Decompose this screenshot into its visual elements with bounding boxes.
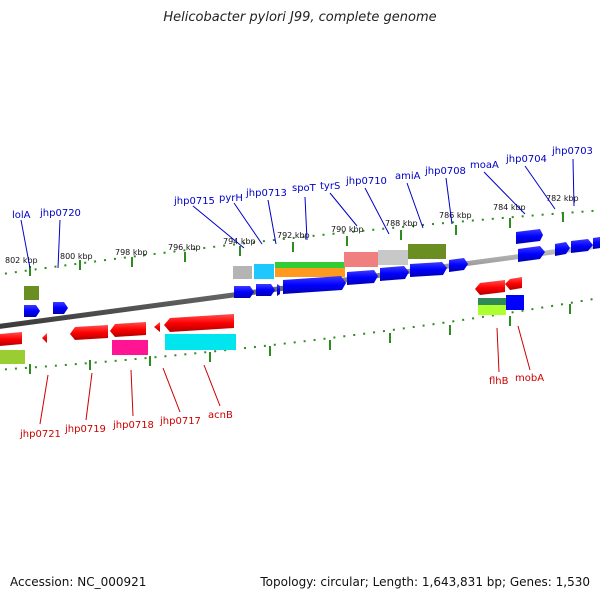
gene-label: pyrH [219, 193, 243, 204]
forward-feature-bars [24, 244, 446, 300]
ruler-label: 792 kbp [277, 231, 310, 240]
map-title: Helicobacter pylori J99, complete genome [163, 10, 437, 25]
gene-label: jhp0717 [159, 416, 201, 427]
gene-label: jhp0720 [39, 208, 81, 219]
ruler-label: 802 kbp [5, 256, 38, 265]
reverse-label-leaders [39, 325, 531, 425]
gene-label: flhB [489, 376, 509, 387]
gene-label: tyrS [320, 181, 340, 192]
gene-label: jhp0721 [19, 429, 61, 440]
ruler-ticks [29, 212, 571, 374]
gene-label: jhp0715 [173, 196, 215, 207]
gene-label: jhp0713 [245, 188, 287, 199]
ruler-label: 794 kbp [223, 237, 256, 246]
gene-label: lolA [12, 210, 31, 221]
gene-label: spoT [292, 183, 317, 194]
gene-label: moaA [470, 160, 499, 171]
gene-label: mobA [515, 373, 544, 384]
reverse-feature-bars [0, 295, 524, 364]
gene-label: acnB [208, 410, 233, 421]
gene-label: amiA [395, 171, 421, 182]
gene-label: jhp0708 [424, 166, 466, 177]
accession-label: Accession: NC_000921 [10, 575, 147, 589]
ruler-label: 784 kbp [493, 203, 526, 212]
gene-label: jhp0719 [64, 424, 106, 435]
gene-label: jhp0703 [551, 146, 593, 157]
ruler-label: 798 kbp [115, 248, 148, 257]
gene-label: jhp0710 [345, 176, 387, 187]
ruler-label: 788 kbp [385, 219, 418, 228]
ruler-label: 782 kbp [546, 194, 579, 203]
forward-cds-arrows [24, 229, 600, 317]
ruler-label: 790 kbp [331, 225, 364, 234]
forward-label-leaders [20, 158, 575, 269]
genome-summary: Topology: circular; Length: 1,643,831 bp… [260, 575, 590, 589]
reverse-cds-arrows [0, 277, 522, 346]
ruler-label: 786 kbp [439, 211, 472, 220]
gene-label: jhp0704 [505, 154, 547, 165]
ruler-label: 796 kbp [168, 243, 201, 252]
gene-label: jhp0718 [112, 420, 154, 431]
ruler-label: 800 kbp [60, 252, 93, 261]
